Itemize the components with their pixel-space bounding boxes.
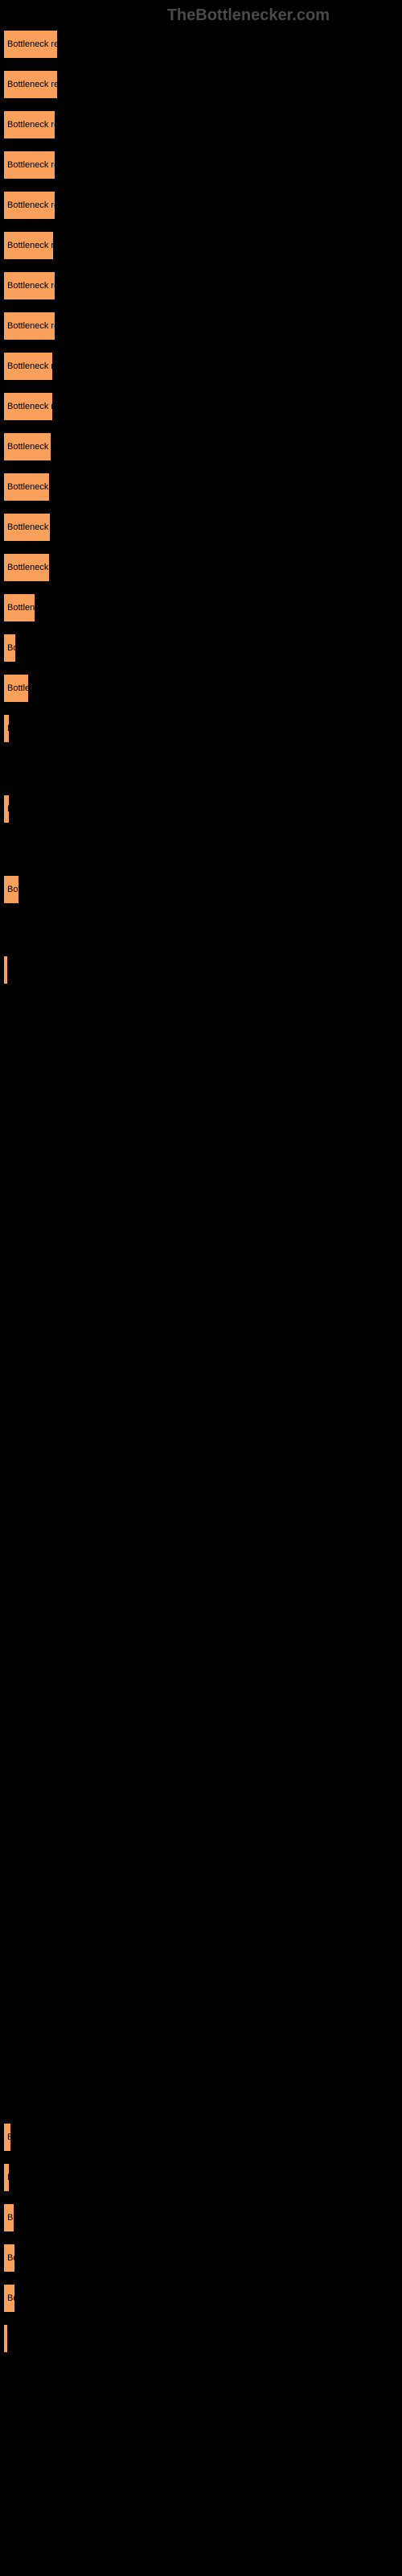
bar-row	[3, 950, 402, 990]
bar-row: Bottleneck resu	[3, 185, 402, 225]
bar: B	[3, 714, 10, 743]
watermark: TheBottlenecker.com	[167, 6, 330, 25]
bar-row: Bottleneck resu	[3, 306, 402, 346]
bar-row	[3, 1674, 402, 1715]
bar-row: Bottleneck resu	[3, 105, 402, 145]
bar: Bot	[3, 875, 19, 904]
bar: Bo	[3, 634, 16, 663]
bar-row: Bo	[3, 2278, 402, 2318]
bar-row	[3, 829, 402, 869]
bar-row: Bo	[3, 2198, 402, 2238]
bar-row	[3, 1956, 402, 1996]
bar-row	[3, 1916, 402, 1956]
bar-row: Bot	[3, 869, 402, 910]
bar-row	[3, 1835, 402, 1876]
bar: B	[3, 2123, 11, 2152]
bar-row	[3, 1030, 402, 1071]
bar-row: B	[3, 789, 402, 829]
bar: Bottleneck res	[3, 352, 53, 381]
bar-row	[3, 1352, 402, 1393]
bar-row	[3, 1513, 402, 1554]
bar-row	[3, 2037, 402, 2077]
bar-row	[3, 1272, 402, 1312]
bar: Bo	[3, 2203, 14, 2232]
bar-row	[3, 1715, 402, 1755]
bar: Bottleneck resu	[3, 191, 55, 220]
bar-row	[3, 910, 402, 950]
bar: Bottleneck resu	[3, 110, 55, 139]
bar-row: Bottleneck res	[3, 346, 402, 386]
bar-row	[3, 1191, 402, 1232]
bar: Bottlene	[3, 593, 35, 622]
bar: Bottleneck res	[3, 432, 51, 461]
bar: B	[3, 2163, 10, 2192]
bar	[3, 2324, 8, 2353]
bar: Bottleneck re	[3, 473, 50, 502]
bar-row	[3, 2318, 402, 2359]
bar: Bottleneck re	[3, 553, 50, 582]
bar: Bottleneck result	[3, 30, 58, 59]
bar-row	[3, 1876, 402, 1916]
bar-row	[3, 749, 402, 789]
bar: B	[3, 795, 10, 824]
bar-row	[3, 1554, 402, 1594]
bar-row	[3, 1151, 402, 1191]
bar-row: Bottleneck resu	[3, 266, 402, 306]
bar-row: Bottleneck result	[3, 64, 402, 105]
bar: Bottleneck result	[3, 70, 58, 99]
bar	[3, 956, 8, 985]
bar-row: B	[3, 2117, 402, 2157]
bar-row	[3, 1755, 402, 1795]
bar: Bottleneck res	[3, 392, 53, 421]
bar-row: Bottlene	[3, 588, 402, 628]
bar-row	[3, 1111, 402, 1151]
bar-row	[3, 1795, 402, 1835]
bar: Bottleneck resu	[3, 312, 55, 341]
bar-row: Bottleneck re	[3, 507, 402, 547]
bar: Bo	[3, 2244, 15, 2273]
bar-row	[3, 1071, 402, 1111]
bar-row	[3, 1312, 402, 1352]
bar: Bottleneck re	[3, 513, 51, 542]
bar-row	[3, 1232, 402, 1272]
bar-row: Bottleneck resu	[3, 145, 402, 185]
bar-row	[3, 1996, 402, 2037]
bar-row	[3, 2077, 402, 2117]
bar-row: Bo	[3, 628, 402, 668]
bar-chart: Bottleneck result Bottleneck result Bottle…	[0, 0, 402, 2359]
bar-row: Bo	[3, 2238, 402, 2278]
bar: Bo	[3, 2284, 15, 2313]
bar-row: Bottleneck re	[3, 467, 402, 507]
bar-row: B	[3, 2157, 402, 2198]
bar: Bottleneck resu	[3, 151, 55, 180]
bar: Bottleneck rest	[3, 231, 54, 260]
bar-row: Bottler	[3, 668, 402, 708]
bar-row: Bottleneck res	[3, 386, 402, 427]
bar-row: Bottleneck result	[3, 24, 402, 64]
bar-row: Bottleneck rest	[3, 225, 402, 266]
bar-row	[3, 1393, 402, 1433]
bar-row: Bottleneck re	[3, 547, 402, 588]
bar: Bottleneck resu	[3, 271, 55, 300]
bar: Bottler	[3, 674, 29, 703]
bar-row: B	[3, 708, 402, 749]
bar-row	[3, 990, 402, 1030]
bar-row	[3, 1433, 402, 1473]
bar-row	[3, 1634, 402, 1674]
bar-row	[3, 1594, 402, 1634]
bar-row	[3, 1473, 402, 1513]
bar-row: Bottleneck res	[3, 427, 402, 467]
